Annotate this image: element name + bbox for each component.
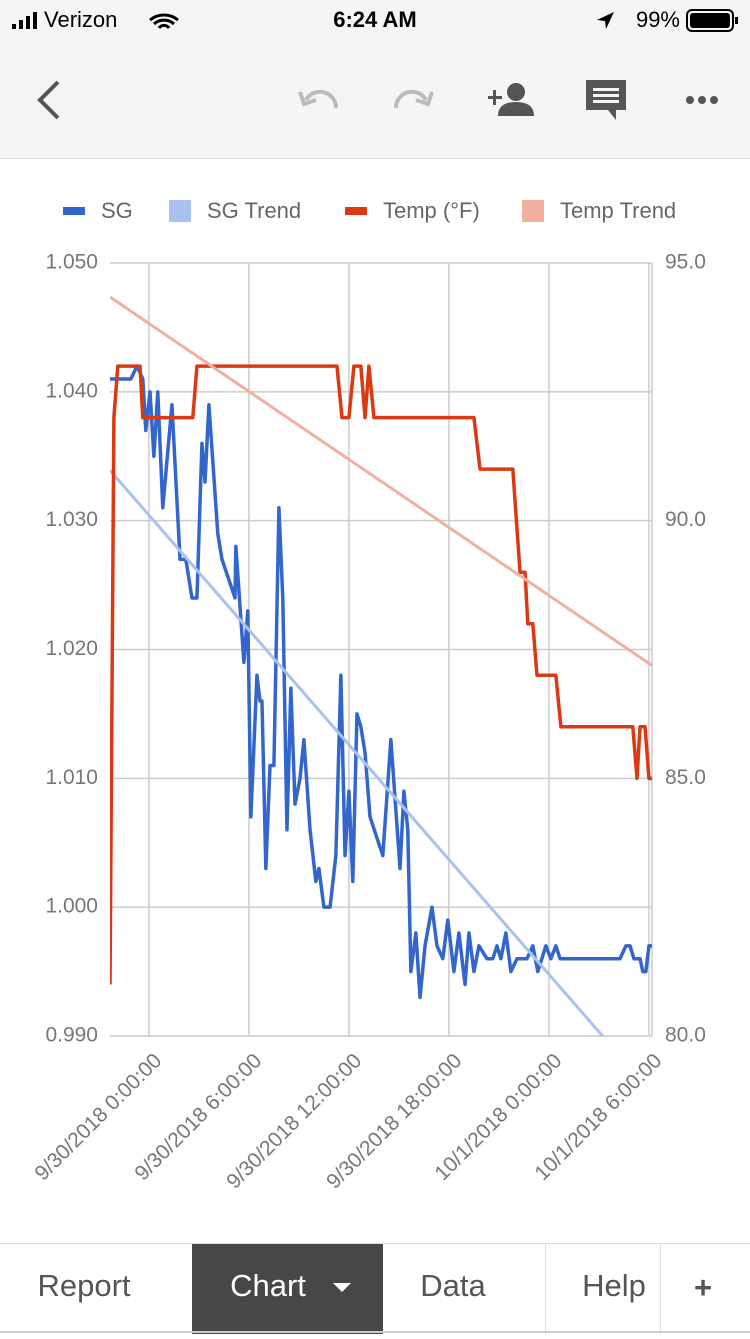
- tab[interactable]: Report: [37, 1268, 130, 1303]
- chart: 0.990 1.000 1.010 1.020 1.030 1.040 1.050 80.0 8…: [30, 198, 706, 1194]
- more-button[interactable]: [686, 96, 718, 104]
- series-line: [110, 364, 652, 1000]
- signal-icon: [12, 12, 37, 29]
- legend-label: SG: [101, 198, 133, 223]
- share-button[interactable]: [488, 83, 534, 116]
- legend-swatch: [522, 200, 544, 222]
- series-line: [110, 364, 652, 985]
- y2-tick-label: 90.0: [665, 508, 706, 531]
- undo-button[interactable]: [298, 89, 339, 109]
- series-line: [110, 469, 605, 1036]
- comment-button[interactable]: [586, 80, 626, 120]
- y2-tick-label: 80.0: [665, 1024, 706, 1047]
- redo-button[interactable]: [393, 89, 434, 109]
- clock: 6:24 AM: [333, 7, 417, 32]
- carrier: Verizon: [44, 7, 117, 32]
- legend-swatch: [345, 207, 367, 215]
- legend-label: SG Trend: [207, 198, 301, 223]
- wifi-icon: [149, 13, 179, 30]
- y2-tick-label: 85.0: [665, 766, 706, 789]
- y-tick-label: 1.000: [45, 895, 98, 918]
- y-tick-label: 1.030: [45, 508, 98, 531]
- y-tick-label: 1.010: [45, 766, 98, 789]
- y-tick-label: 0.990: [45, 1024, 98, 1047]
- add-tab[interactable]: +: [694, 1270, 712, 1305]
- y-tick-label: 1.040: [45, 379, 98, 402]
- top-bar: [0, 0, 750, 158]
- legend-swatch: [169, 200, 191, 222]
- y-tick-label: 1.020: [45, 637, 98, 660]
- battery-percent: 99%: [636, 7, 680, 32]
- legend-label: Temp Trend: [560, 198, 676, 223]
- y2-tick-label: 95.0: [665, 251, 706, 274]
- y-tick-label: 1.050: [45, 251, 98, 274]
- location-icon: [597, 12, 614, 29]
- tab-active[interactable]: [192, 1244, 383, 1334]
- battery-icon: [686, 9, 738, 32]
- plot-area: [110, 295, 652, 1036]
- back-button[interactable]: [37, 80, 60, 120]
- legend-label: Temp (°F): [383, 198, 480, 223]
- tab[interactable]: Data: [420, 1268, 486, 1303]
- tab[interactable]: Help: [582, 1268, 646, 1303]
- series-line: [110, 295, 652, 667]
- dropdown-icon[interactable]: [333, 1283, 351, 1292]
- tab[interactable]: Chart: [230, 1268, 306, 1303]
- legend-swatch: [63, 207, 85, 215]
